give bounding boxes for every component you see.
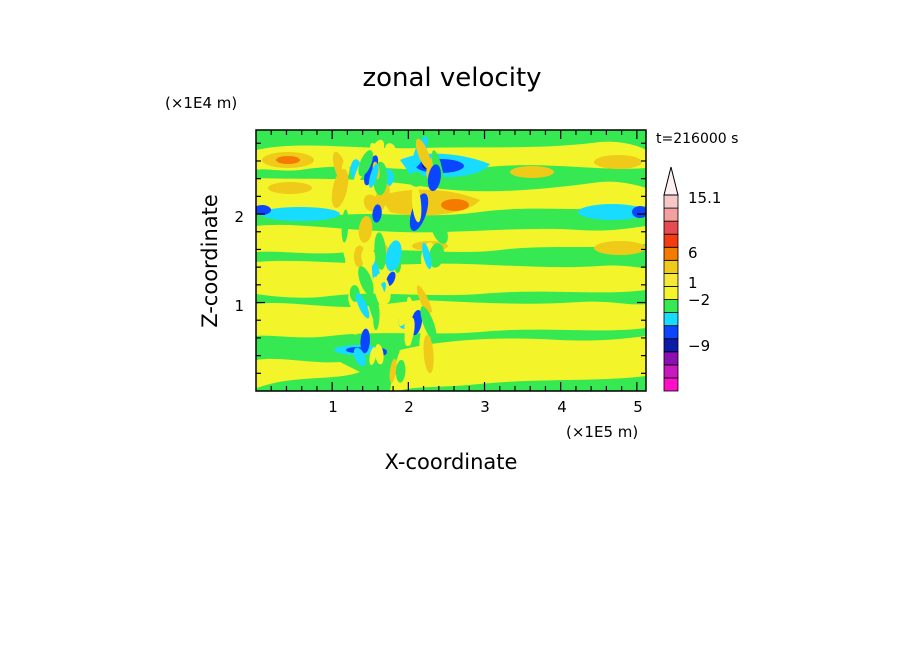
colorbar-segment	[663, 220, 679, 235]
wave-blob	[389, 358, 397, 383]
plot-frame	[255, 129, 647, 392]
colorbar-segment	[663, 377, 679, 392]
contour-patch-orange	[276, 156, 300, 164]
contour-patch-orange	[594, 155, 642, 169]
colorbar-label: −9	[688, 337, 710, 355]
contour-patch-cyan	[260, 207, 340, 221]
colorbar-extension	[663, 166, 679, 196]
wave-blob	[373, 303, 380, 331]
contour-field	[256, 130, 646, 391]
contour-patch-orange	[441, 199, 469, 211]
contour-patch-blue	[256, 205, 271, 215]
x-scale-label: (×1E5 m)	[566, 423, 638, 441]
colorbar-segment	[663, 272, 679, 287]
wave-blob	[416, 285, 433, 319]
contour-patch-orange	[268, 182, 312, 194]
chart-title: zonal velocity	[362, 63, 541, 93]
wave-blob	[427, 164, 441, 192]
colorbar-segment	[663, 259, 679, 274]
wave-blob	[395, 359, 406, 383]
wave-blob	[372, 204, 382, 223]
x-tick-label: 4	[557, 398, 567, 416]
wave-blob	[430, 215, 448, 244]
contour-patch-orange	[594, 241, 646, 255]
wave-blob	[385, 240, 402, 272]
colorbar-segment	[663, 351, 679, 366]
wave-blob	[341, 209, 349, 243]
wave-blob	[349, 313, 360, 335]
contour-patch-orange	[510, 166, 554, 178]
colorbar-label: 15.1	[688, 189, 721, 207]
colorbar-segment	[663, 286, 679, 300]
wave-blob	[422, 242, 432, 270]
colorbar-label: −2	[688, 291, 710, 309]
wave-blob	[406, 296, 414, 317]
colorbar-label: 6	[688, 244, 698, 262]
wave-blob	[353, 245, 365, 268]
wave-blob	[398, 303, 410, 327]
wave-blob	[373, 276, 388, 314]
colorbar-segment	[663, 207, 679, 222]
wave-blob	[369, 347, 377, 365]
x-tick-label: 5	[633, 398, 643, 416]
contour-patch-blue	[632, 206, 646, 218]
x-tick-label: 1	[328, 398, 338, 416]
wave-blob	[423, 334, 434, 374]
wave-blob	[428, 243, 445, 268]
y-scale-label: (×1E4 m)	[165, 94, 237, 112]
tick-marks	[256, 130, 646, 391]
wave-blob	[385, 143, 397, 157]
wave-blob	[355, 292, 370, 319]
wave-blob	[420, 306, 437, 341]
wave-blob	[358, 150, 374, 177]
y-axis-label: Z-coordinate	[198, 194, 222, 328]
colorbar-segment	[663, 325, 679, 340]
colorbar-segment	[663, 338, 679, 353]
y-tick-label: 2	[234, 208, 244, 226]
contour-patch-cyan	[578, 204, 646, 220]
colorbar-segment	[663, 312, 679, 327]
wave-blob	[386, 271, 396, 287]
y-tick-label: 1	[234, 297, 244, 315]
wave-blob	[424, 270, 436, 292]
wave-region	[331, 136, 448, 383]
colorbar-segment	[663, 246, 679, 261]
colorbar-segment	[663, 194, 679, 209]
x-tick-label: 3	[480, 398, 490, 416]
x-tick-label: 2	[404, 398, 414, 416]
wave-blob	[368, 163, 379, 188]
colorbar-segment	[663, 364, 679, 379]
colorbar-label: 1	[688, 274, 698, 292]
wave-blob	[331, 168, 349, 208]
wave-blob	[408, 171, 424, 187]
wave-blob	[358, 216, 373, 243]
x-axis-label: X-coordinate	[385, 450, 518, 474]
wave-blob	[374, 344, 384, 365]
time-label: t=216000 s	[656, 131, 738, 147]
wave-blob	[360, 328, 370, 354]
wave-blob	[353, 347, 366, 367]
contour-band-yellow	[256, 358, 360, 388]
wave-blob	[404, 312, 413, 346]
wave-blob	[411, 184, 422, 223]
wave-blob	[361, 246, 376, 268]
colorbar-segment	[663, 299, 679, 313]
wave-blob	[358, 266, 374, 296]
wave-blob	[374, 232, 387, 270]
colorbar	[663, 166, 679, 392]
colorbar-segment	[663, 233, 679, 248]
wave-blob	[415, 138, 431, 169]
contour-band-yellow	[390, 336, 646, 391]
